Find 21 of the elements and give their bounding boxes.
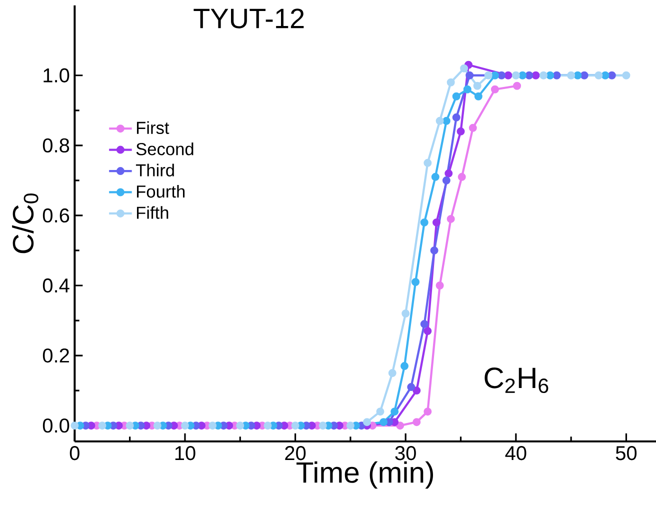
y-tick-label: 1.0 xyxy=(44,68,70,83)
x-axis-title: Time (min) xyxy=(296,462,434,489)
y-tick-label: 0.0 xyxy=(42,418,70,433)
y-tick-label: 0.2 xyxy=(42,348,69,363)
legend-label: Fifth xyxy=(136,206,168,220)
x-tick-label: 50 xyxy=(616,446,637,460)
x-tick-label: 0 xyxy=(70,446,80,460)
legend-label: First xyxy=(136,121,170,134)
annotation: C$_{2}$H$_{6}$ xyxy=(484,368,548,394)
legend-label: Third xyxy=(136,164,174,177)
x-tick-label: 20 xyxy=(285,446,306,460)
chart-title: TYUT-12 xyxy=(194,8,304,29)
y-tick-label: 0.6 xyxy=(42,208,70,223)
legend-label: Second xyxy=(136,142,194,156)
y-axis-title: C/C$_{0}$ xyxy=(12,194,38,254)
y-tick-label: 0.4 xyxy=(42,278,70,293)
legend-label: Fourth xyxy=(136,185,185,198)
x-tick-label: 30 xyxy=(395,446,416,460)
x-tick-label: 40 xyxy=(505,446,526,460)
x-tick-label: 10 xyxy=(175,446,196,460)
y-tick-label: 0.8 xyxy=(42,138,70,153)
